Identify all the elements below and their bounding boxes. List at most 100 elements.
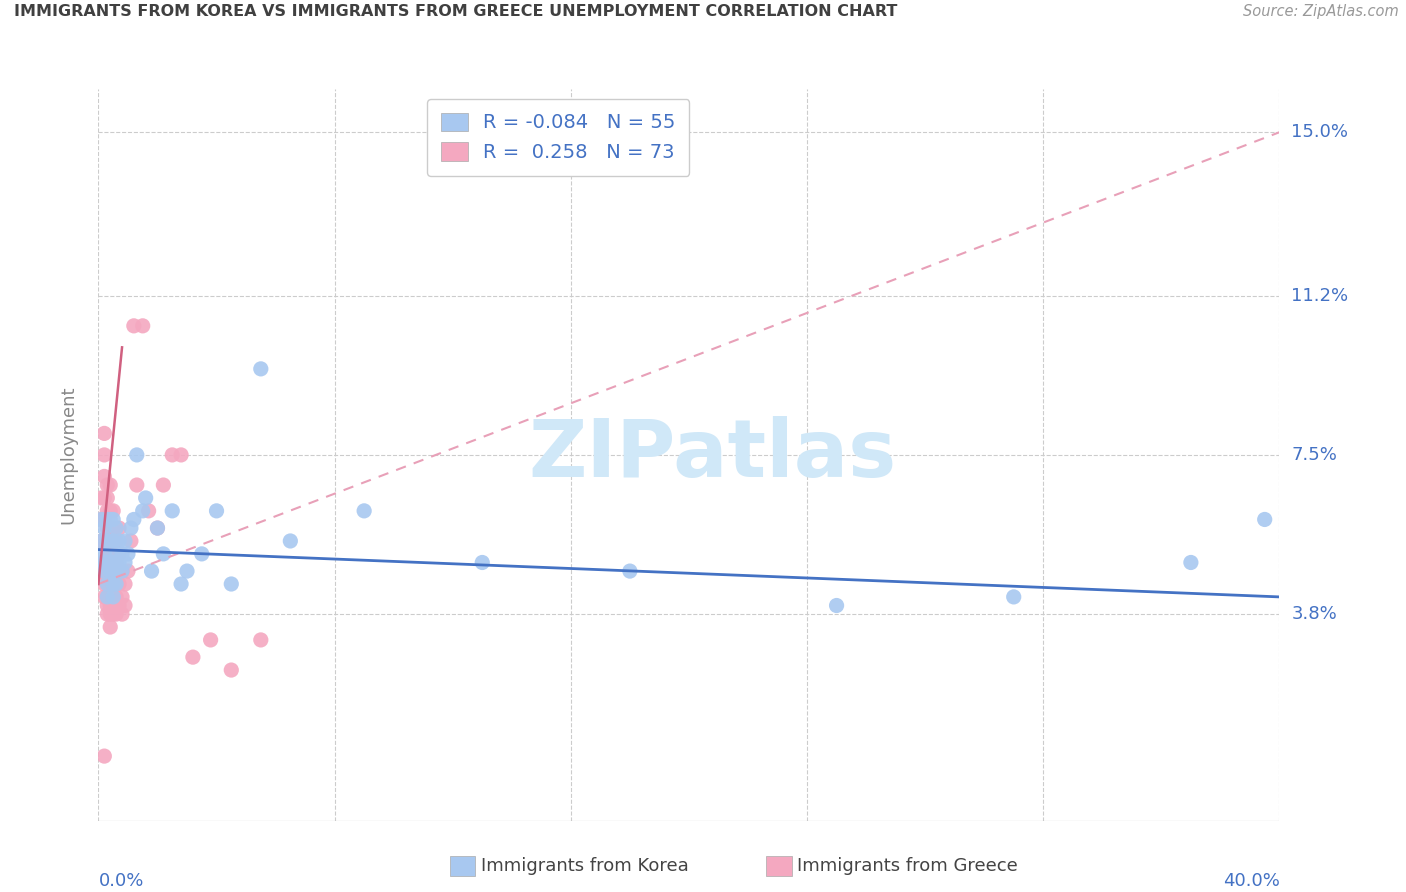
Point: [250, 632, 273, 647]
Point: [98, 547, 121, 561]
Point: [98, 478, 121, 492]
Point: [108, 521, 131, 535]
Point: [93, 749, 115, 764]
Point: [90, 556, 112, 570]
Point: [93, 521, 115, 535]
Point: [1180, 556, 1202, 570]
Point: [98, 564, 121, 578]
Point: [90, 533, 112, 548]
Point: [98, 564, 121, 578]
Point: [93, 590, 115, 604]
Point: [162, 448, 183, 462]
Point: [125, 478, 148, 492]
Point: [152, 547, 174, 561]
Point: [111, 564, 134, 578]
Point: [96, 577, 118, 591]
Point: [111, 607, 134, 621]
Point: [114, 556, 136, 570]
Point: [96, 564, 118, 578]
Point: [96, 533, 118, 548]
Point: [98, 607, 121, 621]
Point: [103, 547, 125, 561]
Point: [90, 533, 112, 548]
Point: [103, 607, 125, 621]
Text: Immigrants from Greece: Immigrants from Greece: [797, 857, 1018, 875]
Point: [125, 448, 148, 462]
Point: [120, 533, 142, 548]
Legend: R = -0.084   N = 55, R =  0.258   N = 73: R = -0.084 N = 55, R = 0.258 N = 73: [427, 99, 689, 176]
Point: [138, 504, 160, 518]
Point: [96, 491, 118, 505]
Point: [108, 556, 131, 570]
Text: 3.8%: 3.8%: [1291, 605, 1337, 624]
Text: 11.2%: 11.2%: [1291, 286, 1348, 305]
Point: [96, 607, 118, 621]
Point: [111, 547, 134, 561]
Text: 40.0%: 40.0%: [1223, 872, 1279, 890]
Point: [96, 590, 118, 604]
Point: [103, 504, 125, 518]
Point: [103, 590, 125, 604]
Point: [90, 564, 112, 578]
Point: [825, 599, 848, 613]
Point: [108, 547, 131, 561]
Point: [117, 564, 139, 578]
Point: [105, 556, 128, 570]
Point: [90, 491, 112, 505]
Point: [93, 533, 115, 548]
Point: [90, 512, 112, 526]
Point: [103, 564, 125, 578]
Point: [120, 521, 142, 535]
Point: [96, 504, 118, 518]
Point: [103, 556, 125, 570]
Point: [93, 564, 115, 578]
Point: [93, 512, 115, 526]
Point: [103, 512, 125, 526]
Point: [103, 521, 125, 535]
Text: IMMIGRANTS FROM KOREA VS IMMIGRANTS FROM GREECE UNEMPLOYMENT CORRELATION CHART: IMMIGRANTS FROM KOREA VS IMMIGRANTS FROM…: [14, 4, 897, 20]
Point: [219, 663, 242, 677]
Point: [96, 590, 118, 604]
Point: [93, 426, 115, 441]
Point: [278, 533, 302, 548]
Point: [96, 521, 118, 535]
Point: [96, 547, 118, 561]
Point: [250, 362, 273, 376]
Point: [105, 533, 128, 548]
Point: [103, 599, 125, 613]
Point: [98, 504, 121, 518]
Point: [98, 556, 121, 570]
Point: [200, 632, 222, 647]
Point: [219, 577, 242, 591]
Point: [93, 556, 115, 570]
Point: [93, 547, 115, 561]
Point: [98, 590, 121, 604]
Point: [111, 564, 134, 578]
Point: [105, 547, 128, 561]
Point: [1254, 512, 1277, 526]
Point: [93, 469, 115, 483]
Point: [105, 521, 128, 535]
Point: [103, 577, 125, 591]
Point: [93, 556, 115, 570]
Point: [90, 556, 112, 570]
Point: [135, 491, 157, 505]
Point: [96, 599, 118, 613]
Point: [108, 533, 131, 548]
Point: [93, 491, 115, 505]
Point: [105, 607, 128, 621]
Point: [1002, 590, 1025, 604]
Point: [108, 599, 131, 613]
Point: [96, 556, 118, 570]
Point: [170, 448, 193, 462]
Point: [471, 556, 494, 570]
Point: [90, 512, 112, 526]
Point: [105, 590, 128, 604]
Point: [152, 478, 174, 492]
Point: [98, 599, 121, 613]
Point: [191, 547, 214, 561]
Point: [170, 577, 193, 591]
Point: [181, 650, 204, 665]
Point: [114, 577, 136, 591]
Point: [98, 512, 121, 526]
